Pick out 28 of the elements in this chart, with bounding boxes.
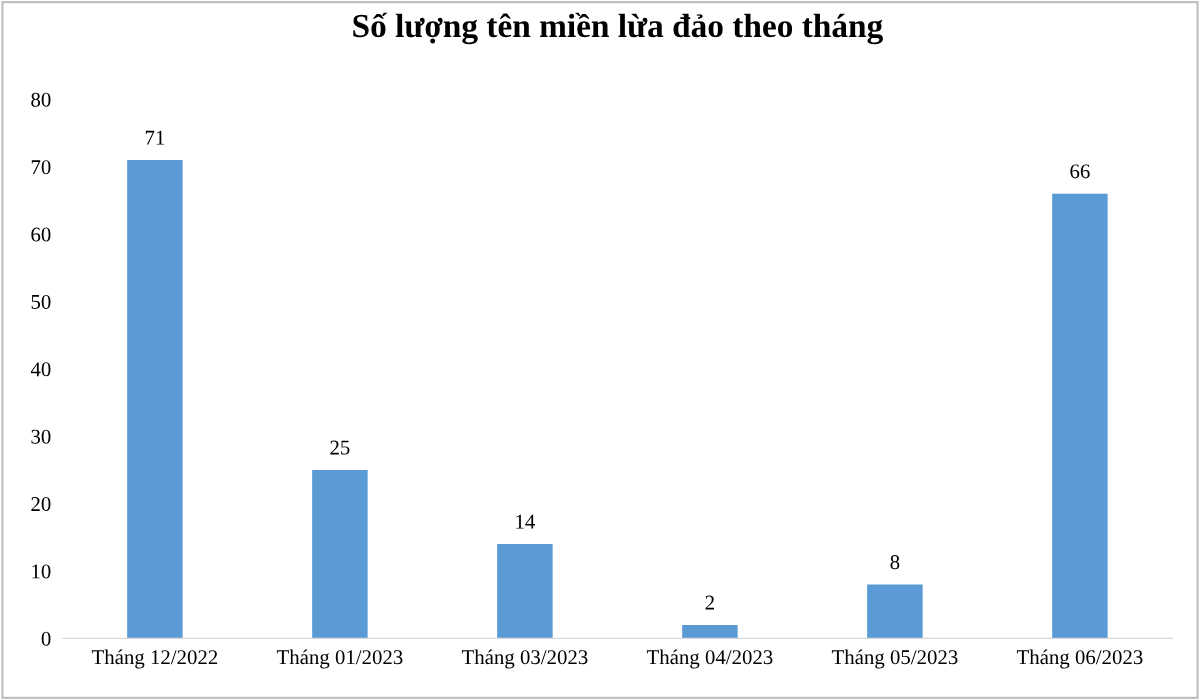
x-tick-label: Tháng 06/2023: [1016, 649, 1143, 669]
chart-title: Số lượng tên miền lừa đảo theo tháng: [353, 12, 883, 45]
bar: [312, 469, 368, 639]
data-label: 71: [145, 130, 165, 145]
y-tick-label: 0: [41, 631, 51, 646]
x-tick-label: Tháng 05/2023: [831, 649, 958, 669]
y-tick-label: 50: [31, 294, 51, 309]
bar: [682, 624, 738, 639]
x-tick-label: Tháng 04/2023: [646, 649, 773, 669]
y-tick-label: 10: [32, 564, 51, 579]
bar: [867, 584, 923, 639]
bar: [497, 544, 553, 639]
data-label: 14: [516, 514, 535, 529]
data-label: 2: [705, 595, 714, 610]
x-tick-label: Tháng 12/2022: [91, 649, 218, 669]
y-tick-label: 80: [31, 92, 51, 107]
x-tick-label: Tháng 01/2023: [276, 649, 403, 669]
y-tick-label: 30: [31, 429, 51, 444]
y-tick-label: 20: [31, 497, 51, 512]
x-tick-label: Tháng 03/2023: [461, 649, 588, 669]
y-tick-label: 40: [30, 362, 51, 377]
data-label: 25: [330, 440, 350, 455]
bar: [127, 160, 183, 639]
y-tick-label: 70: [31, 160, 51, 175]
data-label: 66: [1070, 164, 1090, 179]
data-label: 8: [890, 555, 900, 570]
bar: [1052, 193, 1108, 639]
y-tick-label: 60: [31, 227, 51, 242]
